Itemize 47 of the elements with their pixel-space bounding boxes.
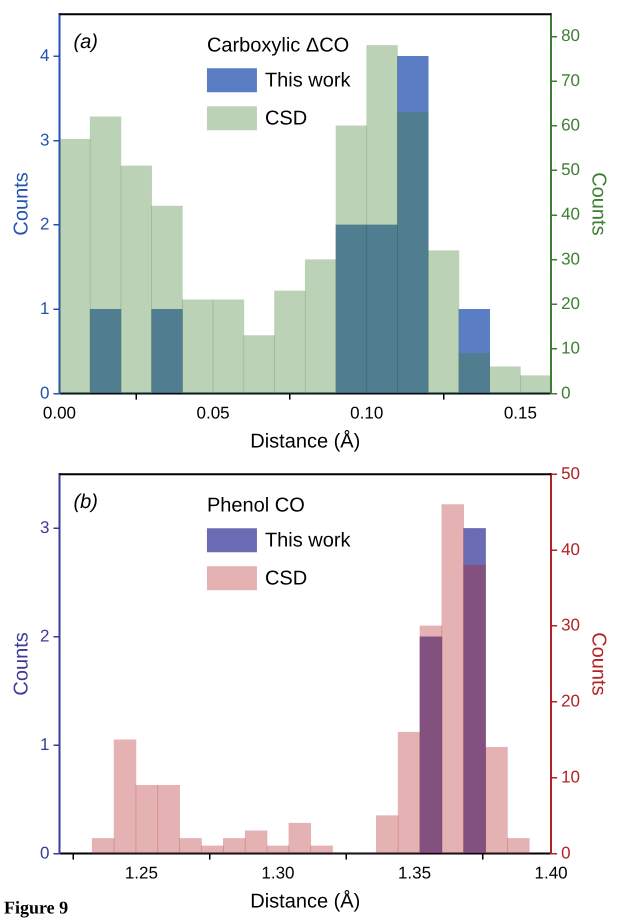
legend-title: Phenol CO [206, 494, 305, 517]
y-tick-label: 1 [40, 298, 50, 318]
y2-tick-label: 0 [561, 383, 571, 402]
y2-tick-label: 40 [561, 204, 580, 224]
y-axis-title: Counts [10, 172, 33, 236]
y-tick-label: 3 [40, 518, 50, 538]
y2-tick-label: 30 [561, 249, 580, 268]
x-tick-label: 0.10 [350, 403, 384, 422]
x-tick-label: 1.40 [534, 863, 568, 882]
legend-label: This work [264, 530, 352, 552]
y2-tick-label: 60 [561, 115, 580, 134]
legend-title: Carboxylic ΔCO [206, 34, 350, 57]
y-tick-label: 2 [40, 214, 50, 234]
y2-tick-label: 30 [561, 616, 580, 635]
y2-axis-title: Counts [587, 632, 610, 696]
y2-tick-label: 80 [561, 26, 580, 46]
y2-tick-label: 10 [561, 338, 580, 358]
annotation: (b) [73, 490, 98, 513]
y2-tick-label: 40 [561, 540, 580, 559]
y2-tick-label: 20 [561, 294, 580, 314]
y2-tick-label: 50 [561, 160, 580, 180]
y-tick-label: 0 [40, 383, 50, 402]
y-tick-label: 0 [40, 843, 50, 862]
y2-tick-label: 10 [561, 767, 580, 786]
x-tick-label: 1.35 [398, 863, 432, 882]
legend-label: CSD [264, 108, 308, 130]
y-tick-label: 1 [40, 734, 50, 754]
y-axis-title: Counts [10, 632, 33, 696]
y-tick-label: 3 [40, 130, 50, 150]
y-tick-label: 2 [40, 626, 50, 646]
x-tick-label: 1.30 [261, 863, 295, 882]
y2-tick-label: 50 [561, 464, 580, 483]
x-tick-label: 0.15 [504, 403, 537, 422]
x-tick-label: 1.25 [124, 863, 158, 882]
y2-tick-label: 0 [561, 843, 571, 862]
annotation: (a) [73, 30, 98, 53]
x-axis-title: Distance (Å) [250, 430, 360, 453]
y2-tick-label: 70 [561, 70, 580, 90]
y2-axis-title: Counts [587, 172, 610, 236]
caption: Figure 9 [4, 898, 68, 918]
legend-label: CSD [264, 568, 308, 590]
x-tick-label: 0.00 [42, 403, 76, 422]
legend-label: This work [264, 70, 352, 92]
y2-tick-label: 20 [561, 692, 580, 711]
y-tick-label: 4 [40, 46, 50, 66]
x-axis-title: Distance (Å) [250, 890, 360, 913]
x-tick-label: 0.05 [196, 403, 230, 422]
